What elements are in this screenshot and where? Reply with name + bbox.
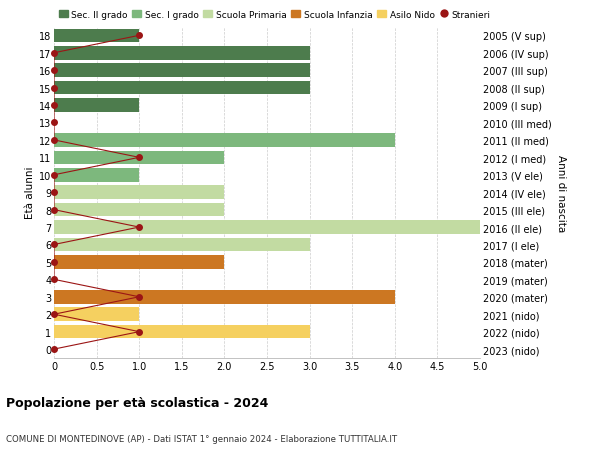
Point <box>134 154 144 162</box>
Text: Popolazione per età scolastica - 2024: Popolazione per età scolastica - 2024 <box>6 396 268 409</box>
Bar <box>54 99 139 112</box>
Bar <box>54 221 480 235</box>
Bar <box>54 325 310 339</box>
Point <box>49 311 59 318</box>
Bar <box>54 151 224 165</box>
Point <box>49 119 59 127</box>
Bar <box>54 134 395 147</box>
Point <box>134 328 144 336</box>
Bar <box>54 47 310 61</box>
Legend: Sec. II grado, Sec. I grado, Scuola Primaria, Scuola Infanzia, Asilo Nido, Stran: Sec. II grado, Sec. I grado, Scuola Prim… <box>59 11 491 20</box>
Point <box>49 50 59 57</box>
Point <box>49 67 59 75</box>
Bar <box>54 256 224 269</box>
Point <box>49 172 59 179</box>
Bar <box>54 308 139 321</box>
Point <box>134 224 144 231</box>
Point <box>49 241 59 249</box>
Point <box>49 189 59 196</box>
Point <box>134 293 144 301</box>
Bar <box>54 238 310 252</box>
Point <box>49 137 59 144</box>
Bar <box>54 64 310 78</box>
Y-axis label: Anni di nascita: Anni di nascita <box>556 154 566 231</box>
Y-axis label: Età alunni: Età alunni <box>25 167 35 219</box>
Point <box>49 346 59 353</box>
Bar <box>54 291 395 304</box>
Bar <box>54 82 310 95</box>
Point <box>49 259 59 266</box>
Point <box>49 85 59 92</box>
Point <box>49 207 59 214</box>
Text: COMUNE DI MONTEDINOVE (AP) - Dati ISTAT 1° gennaio 2024 - Elaborazione TUTTITALI: COMUNE DI MONTEDINOVE (AP) - Dati ISTAT … <box>6 434 397 442</box>
Point <box>49 102 59 110</box>
Point <box>49 276 59 283</box>
Bar <box>54 29 139 43</box>
Bar <box>54 168 139 182</box>
Point <box>134 33 144 40</box>
Bar <box>54 203 224 217</box>
Bar <box>54 186 224 200</box>
